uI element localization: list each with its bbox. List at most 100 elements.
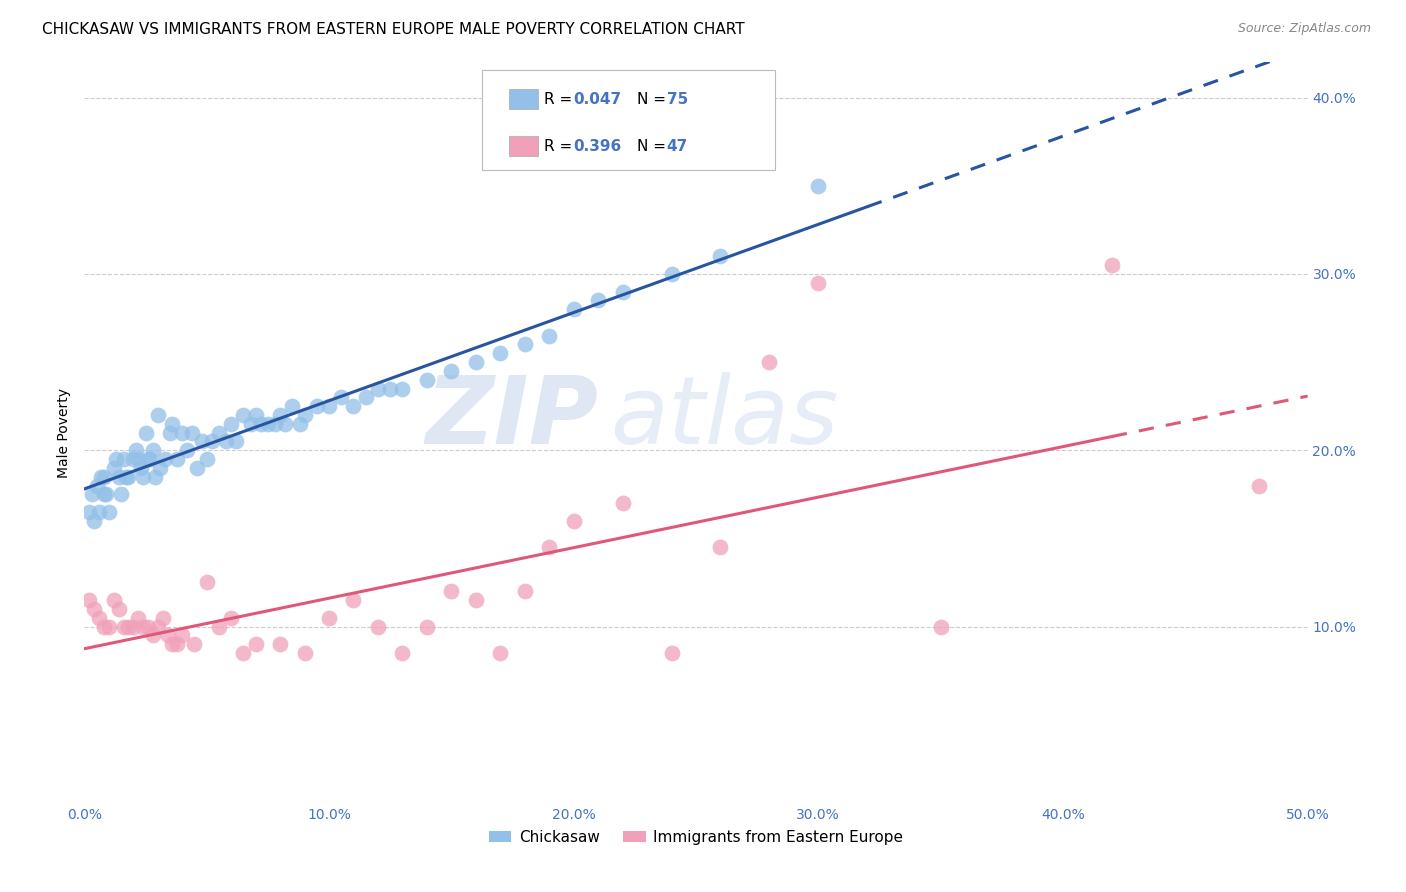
Y-axis label: Male Poverty: Male Poverty bbox=[58, 388, 72, 477]
Point bbox=[172, 628, 194, 642]
Point bbox=[391, 646, 413, 660]
Point bbox=[122, 452, 145, 467]
Point bbox=[93, 469, 115, 483]
Point bbox=[156, 628, 179, 642]
Point bbox=[709, 249, 731, 263]
Point bbox=[513, 337, 536, 351]
Point bbox=[195, 575, 218, 590]
Point bbox=[162, 417, 184, 431]
Point bbox=[166, 452, 188, 467]
Point bbox=[83, 514, 105, 528]
Point bbox=[186, 461, 208, 475]
Point bbox=[136, 619, 159, 633]
Point bbox=[97, 505, 120, 519]
Point bbox=[117, 469, 139, 483]
Point bbox=[136, 452, 159, 467]
Point bbox=[661, 267, 683, 281]
Point bbox=[464, 355, 486, 369]
Text: R =: R = bbox=[544, 92, 578, 107]
Point bbox=[294, 408, 316, 422]
Point bbox=[125, 443, 148, 458]
Point bbox=[354, 390, 377, 404]
Point bbox=[245, 408, 267, 422]
Point bbox=[562, 302, 585, 317]
Point bbox=[318, 610, 340, 624]
Point bbox=[489, 346, 512, 360]
Point bbox=[115, 469, 138, 483]
Point bbox=[127, 452, 149, 467]
Text: 0.047: 0.047 bbox=[574, 92, 621, 107]
FancyBboxPatch shape bbox=[509, 136, 538, 156]
Point bbox=[90, 469, 112, 483]
Point bbox=[87, 610, 110, 624]
Point bbox=[219, 417, 242, 431]
Point bbox=[162, 637, 184, 651]
Point bbox=[107, 469, 129, 483]
Point bbox=[129, 461, 152, 475]
Point bbox=[139, 452, 162, 467]
Point bbox=[132, 619, 155, 633]
Point bbox=[1101, 258, 1123, 272]
Point bbox=[87, 505, 110, 519]
Point bbox=[135, 425, 157, 440]
Text: R =: R = bbox=[544, 139, 578, 154]
Point bbox=[318, 399, 340, 413]
Point bbox=[191, 434, 214, 449]
Point bbox=[200, 434, 222, 449]
Point bbox=[225, 434, 247, 449]
Point bbox=[391, 382, 413, 396]
Text: N =: N = bbox=[637, 139, 671, 154]
Point bbox=[330, 390, 353, 404]
Point bbox=[264, 417, 287, 431]
Point bbox=[105, 452, 128, 467]
Point bbox=[77, 505, 100, 519]
Point bbox=[122, 619, 145, 633]
Point bbox=[146, 408, 169, 422]
Text: CHICKASAW VS IMMIGRANTS FROM EASTERN EUROPE MALE POVERTY CORRELATION CHART: CHICKASAW VS IMMIGRANTS FROM EASTERN EUR… bbox=[42, 22, 745, 37]
Point bbox=[294, 646, 316, 660]
Text: Source: ZipAtlas.com: Source: ZipAtlas.com bbox=[1237, 22, 1371, 36]
Point bbox=[219, 610, 242, 624]
Point bbox=[612, 496, 634, 510]
Point bbox=[661, 646, 683, 660]
Point bbox=[176, 443, 198, 458]
Point bbox=[562, 514, 585, 528]
Point bbox=[257, 417, 280, 431]
Point bbox=[612, 285, 634, 299]
Point bbox=[1247, 478, 1270, 492]
Point bbox=[489, 646, 512, 660]
Point bbox=[93, 619, 115, 633]
Point bbox=[464, 593, 486, 607]
Point bbox=[215, 434, 238, 449]
Point bbox=[513, 584, 536, 599]
Point bbox=[103, 461, 125, 475]
Point bbox=[110, 487, 132, 501]
Point bbox=[142, 628, 165, 642]
FancyBboxPatch shape bbox=[509, 89, 538, 109]
Point bbox=[80, 487, 103, 501]
Point bbox=[153, 452, 176, 467]
Point bbox=[367, 619, 389, 633]
Point bbox=[440, 584, 463, 599]
Point bbox=[83, 602, 105, 616]
Point bbox=[132, 469, 155, 483]
Text: 75: 75 bbox=[666, 92, 688, 107]
Point bbox=[440, 364, 463, 378]
Point bbox=[538, 540, 561, 554]
Point bbox=[183, 637, 205, 651]
Point bbox=[77, 593, 100, 607]
Point bbox=[117, 619, 139, 633]
Point bbox=[758, 355, 780, 369]
Point bbox=[269, 408, 291, 422]
Point bbox=[305, 399, 328, 413]
Point bbox=[172, 425, 194, 440]
Point bbox=[232, 646, 254, 660]
Point bbox=[149, 461, 172, 475]
Point bbox=[86, 478, 108, 492]
Point bbox=[538, 328, 561, 343]
Point bbox=[146, 619, 169, 633]
Text: ZIP: ZIP bbox=[425, 372, 598, 464]
Point bbox=[586, 293, 609, 308]
Point bbox=[181, 425, 204, 440]
Point bbox=[107, 602, 129, 616]
